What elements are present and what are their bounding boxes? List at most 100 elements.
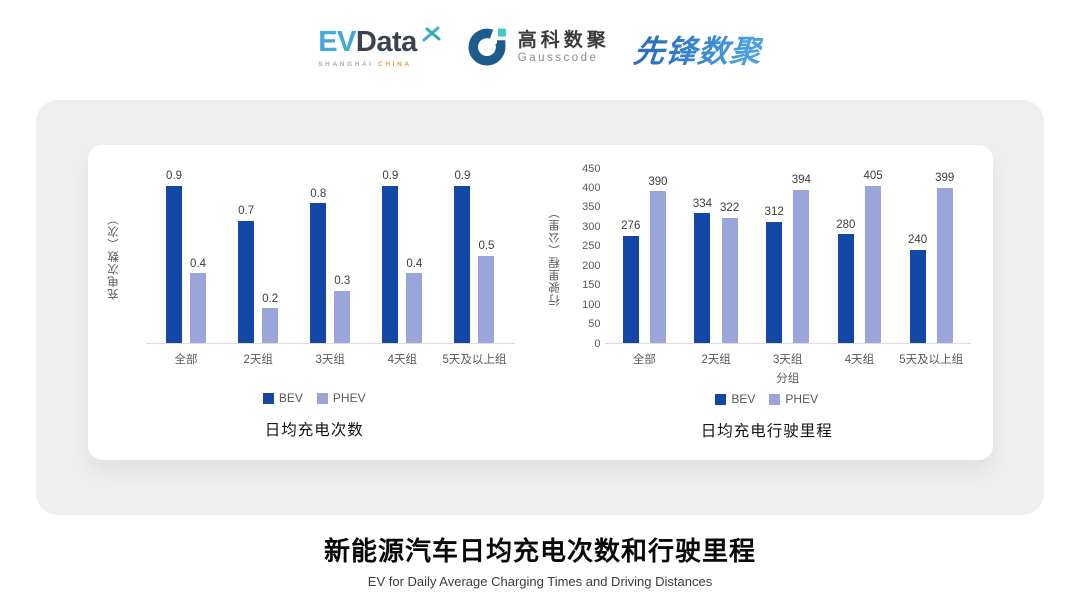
bar-bev [766, 221, 783, 343]
legend-label: PHEV [332, 391, 366, 405]
legend-item-bev: BEV [262, 391, 303, 405]
bar-bev [837, 234, 854, 343]
bar-bev [909, 249, 926, 343]
charts-panel: 充电次数（次） 0.9 0.4 0.7 0.2 0.8 0.3 0.9 0.4 0.9 0.5 全… [36, 100, 1044, 515]
x-tick-label: 2天组 [701, 354, 731, 366]
bar-value-label: 0.9 [166, 170, 183, 182]
bar-with-label: 0.9 [454, 170, 471, 343]
bar-value-label: 399 [935, 172, 955, 185]
page-title: 新能源汽车日均充电次数和行驶里程 [323, 536, 756, 566]
bar-group: 312 394 [752, 175, 824, 343]
bar-value-label: 0.2 [262, 292, 279, 305]
bar-value-label: 0.9 [454, 170, 471, 182]
bar-with-label: 312 [765, 207, 784, 343]
bar-with-label: 0.2 [262, 292, 279, 343]
chart-daily-charging-times: 充电次数（次） 0.9 0.4 0.7 0.2 0.8 0.3 0.9 0.4 0.9 0.5 全… [88, 169, 541, 460]
charts-card: 充电次数（次） 0.9 0.4 0.7 0.2 0.8 0.3 0.9 0.4 0.9 0.5 全… [88, 145, 993, 460]
bar-phev [721, 217, 738, 343]
bar-value-label: 312 [764, 206, 784, 219]
evdata-data-text: Data [355, 26, 417, 58]
bar-value-label: 390 [648, 175, 668, 188]
y-tick-label: 200 [582, 259, 601, 272]
y-tick-label: 450 [582, 162, 601, 175]
x-axis-label: 分组 [776, 373, 800, 385]
page-subtitle: EV for Daily Average Charging Times and … [367, 574, 713, 589]
bar-value-label: 240 [907, 234, 928, 247]
plot-area: 276 390 334 322 312 394 280 405 240 399 [604, 169, 971, 344]
bar-group: 280 405 [824, 170, 896, 343]
bar-phev [262, 308, 279, 343]
y-tick-label: 400 [582, 181, 601, 194]
bar-with-label: 0.5 [478, 240, 495, 343]
plot-area: 0.9 0.4 0.7 0.2 0.8 0.3 0.9 0.4 0.9 0.5 [146, 169, 515, 344]
bar-group: 0.8 0.3 [294, 187, 366, 343]
legend: BEV PHEV [88, 391, 541, 405]
y-axis-ticks [122, 169, 146, 344]
y-tick-label: 300 [582, 220, 601, 233]
bar-with-label: 394 [792, 175, 811, 343]
y-tick-label: 350 [582, 201, 601, 214]
legend-label: BEV [731, 392, 756, 406]
bar-value-label: 394 [791, 174, 811, 187]
sparkle-icon [421, 24, 443, 49]
bar-bev [166, 185, 183, 343]
bar-phev [793, 189, 810, 343]
evdata-wordmark: EVData [318, 28, 417, 57]
y-tick-label: 50 [588, 318, 601, 331]
gausscode-name-cn: 高科数聚 [517, 29, 610, 51]
gausscode-name-en: Gausscode [517, 51, 599, 64]
bar-value-label: 0.4 [190, 257, 207, 270]
bar-group: 0.9 0.4 [366, 170, 438, 343]
x-tick-label: 全部 [174, 354, 198, 366]
bar-value-label: 0.7 [238, 205, 255, 217]
bar-with-label: 276 [621, 221, 640, 343]
legend-swatch-phev [316, 392, 328, 404]
bar-group: 240 399 [895, 173, 967, 343]
x-tick-label: 2天组 [243, 354, 273, 366]
bar-phev [936, 187, 953, 343]
footer-title-block: 新能源汽车日均充电次数和行驶里程 EV for Daily Average Ch… [0, 531, 1080, 589]
x-tick-label: 3天组 [315, 354, 345, 366]
bar-with-label: 0.4 [406, 258, 423, 343]
y-tick-label: 250 [582, 240, 601, 253]
x-tick-label: 3天组 [773, 354, 803, 366]
bar-group: 0.9 0.5 [438, 170, 510, 343]
chart-title: 日均充电行驶里程 [700, 423, 833, 440]
bar-with-label: 280 [836, 219, 855, 343]
legend-swatch-phev [769, 393, 781, 405]
bar-value-label: 0.8 [310, 187, 327, 200]
bar-value-label: 0.5 [478, 240, 495, 252]
y-tick-label: 0 [594, 337, 601, 350]
xianfeng-logo: 先锋数聚 [631, 26, 764, 71]
bar-bev [382, 185, 399, 343]
bar-phev [649, 191, 666, 343]
bar-bev [238, 220, 255, 343]
y-tick-label: 100 [582, 298, 601, 311]
x-axis-label [146, 370, 515, 385]
x-tick-label: 4天组 [844, 354, 875, 366]
legend-label: BEV [278, 391, 303, 405]
bar-bev [694, 213, 711, 343]
bar-bev [310, 203, 327, 343]
bar-with-label: 0.4 [190, 257, 207, 343]
bar-with-label: 334 [693, 198, 712, 343]
bar-with-label: 240 [908, 235, 927, 343]
bar-phev [478, 255, 495, 343]
gausscode-g-icon [467, 25, 509, 72]
evdata-tagline-shanghai: SHANGHAI [318, 61, 374, 68]
evdata-tagline-china: CHINA [378, 61, 412, 68]
bar-phev [406, 273, 423, 343]
chart-daily-driving-distance: 行驶里程（公里） 0 50 100 150 200 250 300 350 400 450 276… [541, 163, 994, 460]
bar-bev [622, 235, 639, 343]
bar-with-label: 0.7 [238, 205, 255, 343]
x-tick-label: 5天及以上组 [899, 354, 964, 366]
legend: BEV PHEV [541, 392, 994, 406]
bar-with-label: 0.9 [382, 170, 399, 343]
y-axis-label: 行驶里程（公里） [548, 206, 561, 307]
bar-value-label: 0.9 [382, 170, 399, 182]
bar-bev [454, 185, 471, 343]
bar-group: 334 322 [680, 198, 752, 343]
evdata-logo: EVData SHANGHAI CHINA [318, 26, 443, 68]
bar-with-label: 0.3 [334, 275, 351, 343]
gausscode-wordmark: 高科数聚 Gausscode [517, 29, 610, 66]
